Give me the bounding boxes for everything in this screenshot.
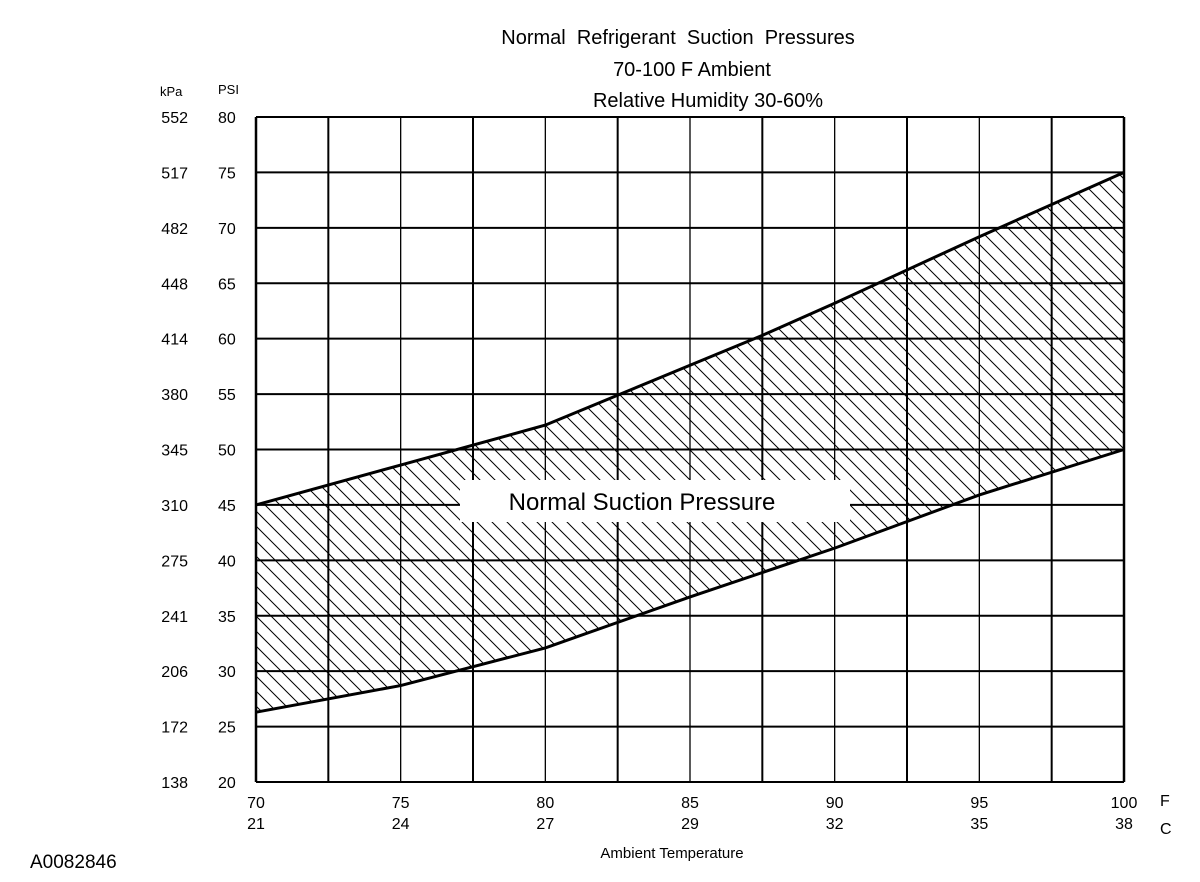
- y-tick-psi: 60: [218, 332, 236, 349]
- x-tick-f: 85: [681, 795, 699, 812]
- x-tick-c: 21: [247, 816, 265, 833]
- chart-title-line-3: Relative Humidity 30-60%: [593, 90, 823, 112]
- x-unit-f: F: [1160, 793, 1170, 810]
- y-tick-kpa: 172: [161, 720, 188, 737]
- y-tick-psi: 70: [218, 221, 236, 238]
- y-unit-kpa: kPa: [160, 84, 183, 99]
- y-tick-psi: 80: [218, 110, 236, 127]
- y-tick-kpa: 275: [161, 553, 188, 570]
- y-tick-kpa: 345: [161, 443, 188, 460]
- y-tick-kpa: 310: [161, 498, 188, 515]
- region-label-background: [460, 480, 850, 522]
- y-tick-kpa: 380: [161, 387, 188, 404]
- x-tick-f: 80: [536, 795, 554, 812]
- y-tick-psi: 40: [218, 553, 236, 570]
- y-tick-psi: 25: [218, 720, 236, 737]
- y-tick-psi: 75: [218, 165, 236, 182]
- lower-limit-line: [255, 448, 1125, 714]
- y-tick-kpa: 482: [161, 221, 188, 238]
- y-tick-psi: 55: [218, 387, 236, 404]
- x-tick-c: 27: [536, 816, 554, 833]
- x-tick-f: 75: [392, 795, 410, 812]
- y-tick-psi: 50: [218, 443, 236, 460]
- chart-title-line-1: Normal Refrigerant Suction Pressures: [501, 27, 854, 49]
- x-tick-c: 29: [681, 816, 699, 833]
- figure-id: A0082846: [30, 852, 117, 873]
- y-tick-psi: 20: [218, 775, 236, 792]
- x-tick-c: 32: [826, 816, 844, 833]
- y-tick-kpa: 517: [161, 165, 188, 182]
- x-tick-c: 38: [1115, 816, 1133, 833]
- y-unit-psi: PSI: [218, 82, 239, 97]
- y-tick-kpa: 552: [161, 110, 188, 127]
- x-tick-c: 35: [970, 816, 988, 833]
- y-tick-kpa: 414: [161, 332, 188, 349]
- y-tick-kpa: 448: [161, 276, 188, 293]
- x-axis-label: Ambient Temperature: [600, 845, 743, 862]
- x-unit-c: C: [1160, 821, 1172, 838]
- region-label: Normal Suction Pressure: [509, 489, 776, 516]
- chart-title-line-2: 70-100 F Ambient: [613, 59, 771, 81]
- upper-limit-line: [255, 171, 1125, 507]
- y-tick-psi: 35: [218, 609, 236, 626]
- x-tick-f: 95: [970, 795, 988, 812]
- x-tick-c: 24: [392, 816, 410, 833]
- y-tick-psi: 65: [218, 276, 236, 293]
- normal-pressure-region: [256, 172, 1124, 713]
- y-tick-kpa: 206: [161, 664, 188, 681]
- x-tick-f: 90: [826, 795, 844, 812]
- x-tick-f: 70: [247, 795, 265, 812]
- y-tick-kpa: 138: [161, 775, 188, 792]
- y-tick-kpa: 241: [161, 609, 188, 626]
- y-tick-psi: 30: [218, 664, 236, 681]
- y-tick-psi: 45: [218, 498, 236, 515]
- x-tick-f: 100: [1111, 795, 1138, 812]
